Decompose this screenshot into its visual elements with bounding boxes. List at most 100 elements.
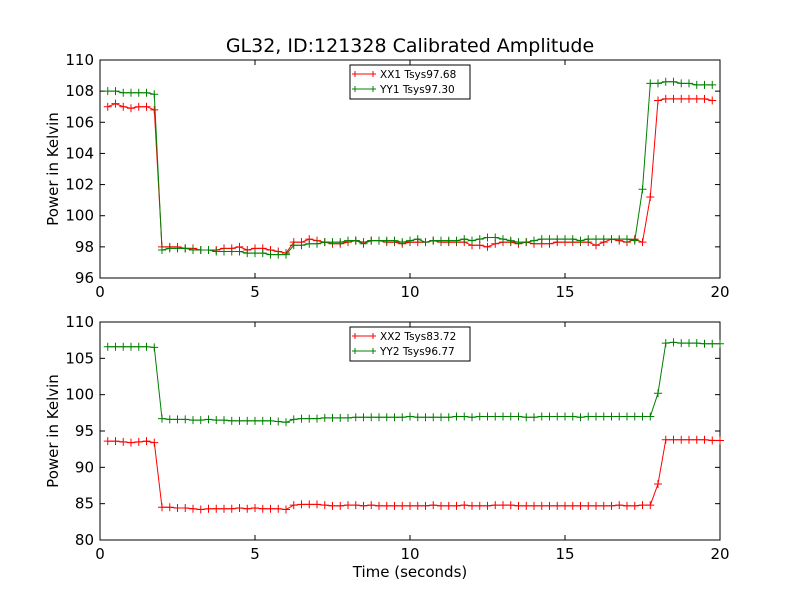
x-axis-label: Time (seconds): [352, 563, 468, 581]
data-point-marker: [196, 416, 205, 425]
data-point-marker: [452, 501, 461, 510]
data-point-marker: [669, 94, 678, 103]
data-point-marker: [592, 412, 600, 421]
data-point-marker: [576, 413, 585, 422]
data-point-marker: [328, 413, 337, 422]
data-point-marker: [592, 501, 600, 510]
data-point-marker: [584, 235, 593, 244]
data-point-marker: [429, 236, 438, 245]
data-point-marker: [258, 249, 267, 258]
x-tick-label: 20: [710, 545, 729, 563]
data-point-marker: [654, 480, 662, 489]
data-point-marker: [289, 241, 298, 250]
data-point-marker: [708, 80, 717, 89]
data-point-marker: [367, 501, 376, 510]
legend-marker: [352, 333, 376, 339]
data-point-marker: [328, 238, 337, 247]
data-point-marker: [266, 416, 275, 425]
y-axis-label: Power in Kelvin: [44, 374, 62, 488]
data-point-marker: [227, 247, 236, 256]
chart-title: GL32, ID:121328 Calibrated Amplitude: [226, 35, 594, 57]
data-point-marker: [375, 501, 383, 510]
data-point-marker: [134, 102, 143, 111]
data-point-marker: [460, 412, 469, 421]
data-point-marker: [421, 501, 430, 510]
data-point-marker: [320, 238, 329, 247]
data-point-marker: [661, 77, 670, 86]
data-point-marker: [367, 413, 376, 422]
data-point-marker: [483, 412, 492, 421]
data-point-marker: [406, 412, 414, 421]
data-point-marker: [282, 505, 290, 514]
data-point-marker: [336, 501, 345, 510]
data-point-marker: [351, 236, 360, 245]
data-point-marker: [243, 504, 252, 513]
data-point-marker: [522, 501, 531, 510]
data-point-marker: [514, 238, 523, 247]
data-point-marker: [204, 245, 213, 254]
data-point-marker: [258, 416, 267, 425]
data-point-marker: [700, 435, 709, 444]
y-tick-label: 110: [65, 313, 94, 331]
data-point-marker: [692, 435, 701, 444]
data-point-marker: [615, 412, 624, 421]
data-point-marker: [654, 79, 662, 88]
data-point-marker: [266, 504, 275, 513]
data-point-marker: [584, 412, 593, 421]
data-point-marker: [700, 94, 709, 103]
data-point-marker: [150, 105, 159, 114]
data-point-marker: [235, 416, 244, 425]
data-point-marker: [320, 413, 329, 422]
data-point-marker: [514, 501, 523, 510]
y-tick-label: 100: [65, 386, 94, 404]
data-point-marker: [530, 413, 538, 422]
data-point-marker: [127, 342, 135, 351]
data-point-marker: [685, 79, 693, 88]
data-point-marker: [607, 501, 616, 510]
data-point-marker: [685, 94, 693, 103]
data-point-marker: [444, 501, 453, 510]
data-point-marker: [607, 235, 616, 244]
y-tick-label: 90: [75, 458, 94, 476]
data-point-marker: [522, 413, 531, 422]
data-point-marker: [444, 413, 453, 422]
data-point-marker: [119, 437, 128, 446]
data-point-marker: [196, 505, 205, 514]
data-point-marker: [677, 339, 686, 348]
data-point-marker: [669, 338, 678, 347]
data-point-marker: [437, 236, 445, 245]
data-point-marker: [561, 412, 569, 421]
data-point-marker: [692, 94, 701, 103]
x-tick-label: 0: [95, 283, 105, 301]
data-point-marker: [119, 342, 128, 351]
data-point-marker: [646, 79, 655, 88]
x-tick-label: 10: [400, 283, 419, 301]
y-tick-label: 96: [75, 269, 94, 287]
data-point-marker: [375, 413, 383, 422]
data-point-marker: [677, 435, 686, 444]
data-point-marker: [700, 80, 709, 89]
data-point-marker: [460, 501, 469, 510]
data-point-marker: [491, 501, 500, 510]
data-point-marker: [220, 416, 228, 425]
data-point-marker: [607, 412, 616, 421]
data-point-marker: [630, 412, 639, 421]
data-point-marker: [150, 90, 159, 99]
data-point-marker: [468, 236, 476, 245]
data-point-marker: [716, 339, 724, 348]
data-point-marker: [483, 501, 492, 510]
data-point-marker: [134, 342, 143, 351]
data-point-marker: [685, 339, 693, 348]
data-point-marker: [274, 417, 283, 426]
data-point-marker: [576, 501, 585, 510]
data-point-marker: [305, 414, 314, 423]
data-point-marker: [390, 236, 399, 245]
data-point-marker: [212, 247, 221, 256]
data-point-marker: [599, 235, 608, 244]
data-point-marker: [599, 412, 608, 421]
data-point-marker: [390, 501, 399, 510]
legend-marker: [352, 348, 376, 354]
data-point-marker: [313, 500, 321, 509]
bottom-panel: 80 85 90 95 100 105 110 0 5 10 15 20 Power in Kelvin…: [44, 313, 730, 581]
data-point-marker: [227, 416, 236, 425]
